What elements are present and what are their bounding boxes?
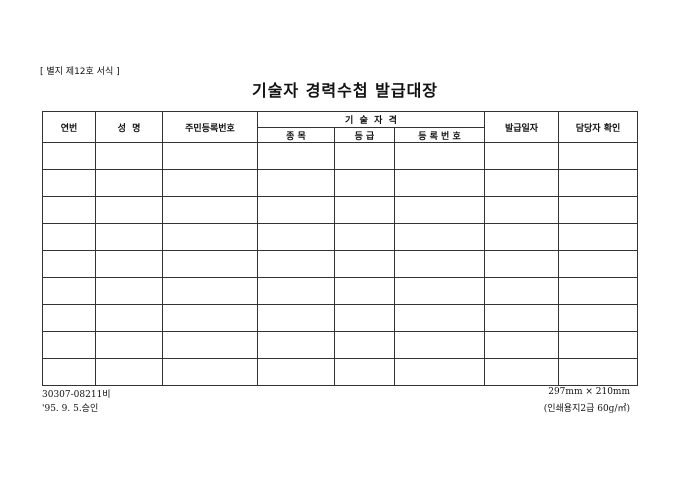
- table-cell[interactable]: [334, 358, 395, 386]
- table-cell[interactable]: [257, 196, 335, 224]
- form-code: 30307-08211비: [42, 390, 111, 400]
- table-row: [42, 196, 638, 224]
- table-row: [42, 223, 638, 251]
- table-cell[interactable]: [42, 304, 96, 332]
- table-cell[interactable]: [484, 304, 559, 332]
- table-cell[interactable]: [162, 223, 258, 251]
- table-cell[interactable]: [394, 358, 485, 386]
- table-cell[interactable]: [558, 277, 638, 305]
- table-cell[interactable]: [95, 196, 163, 224]
- table-cell[interactable]: [42, 277, 96, 305]
- table-cell[interactable]: [394, 196, 485, 224]
- table-cell[interactable]: [558, 250, 638, 278]
- table-row: [42, 277, 638, 305]
- table-cell[interactable]: [42, 358, 96, 386]
- table-cell[interactable]: [334, 223, 395, 251]
- header-field: 종 목: [257, 127, 335, 143]
- table-row: [42, 304, 638, 332]
- table-cell[interactable]: [484, 223, 559, 251]
- header-no: 연번: [42, 111, 96, 143]
- table-cell[interactable]: [484, 169, 559, 197]
- table-cell[interactable]: [394, 304, 485, 332]
- table-row: [42, 358, 638, 386]
- table-cell[interactable]: [394, 250, 485, 278]
- table-cell[interactable]: [484, 196, 559, 224]
- table-cell[interactable]: [558, 223, 638, 251]
- table-cell[interactable]: [394, 142, 485, 170]
- table-cell[interactable]: [334, 250, 395, 278]
- table-cell[interactable]: [558, 196, 638, 224]
- table-cell[interactable]: [334, 304, 395, 332]
- table-cell[interactable]: [257, 223, 335, 251]
- table-cell[interactable]: [162, 250, 258, 278]
- header-name: 성 명: [95, 111, 163, 143]
- header-grade: 등 급: [334, 127, 395, 143]
- page-title: 기술자 경력수첩 발급대장: [251, 81, 439, 100]
- header-reg-no: 등 록 번 호: [394, 127, 485, 143]
- table-cell[interactable]: [162, 169, 258, 197]
- table-cell[interactable]: [162, 358, 258, 386]
- header-qualification: 기 술 자 격: [257, 111, 485, 128]
- paper-spec: (인쇄용지2급 60g/㎡): [543, 404, 630, 414]
- table-cell[interactable]: [484, 142, 559, 170]
- table-cell[interactable]: [42, 196, 96, 224]
- table-cell[interactable]: [484, 250, 559, 278]
- table-row: [42, 331, 638, 359]
- table-cell[interactable]: [162, 196, 258, 224]
- table-cell[interactable]: [257, 250, 335, 278]
- table-row: [42, 169, 638, 197]
- header-resident-no: 주민등록번호: [162, 111, 258, 143]
- header-issue-date: 발급일자: [484, 111, 559, 143]
- table-cell[interactable]: [394, 169, 485, 197]
- table-cell[interactable]: [42, 169, 96, 197]
- table-cell[interactable]: [334, 277, 395, 305]
- table-cell[interactable]: [162, 304, 258, 332]
- table-cell[interactable]: [257, 331, 335, 359]
- table-cell[interactable]: [95, 169, 163, 197]
- approval-date: '95. 9. 5.승인: [42, 404, 99, 414]
- table-row: [42, 250, 638, 278]
- table-row: [42, 142, 638, 170]
- table-cell[interactable]: [42, 250, 96, 278]
- form-label: [ 별지 제12호 서식 ]: [40, 67, 120, 77]
- table-cell[interactable]: [257, 142, 335, 170]
- paper-size: 297mm × 210mm: [548, 387, 630, 397]
- table-cell[interactable]: [484, 331, 559, 359]
- table-cell[interactable]: [334, 331, 395, 359]
- table-cell[interactable]: [257, 169, 335, 197]
- table-cell[interactable]: [257, 277, 335, 305]
- table-cell[interactable]: [257, 358, 335, 386]
- table-cell[interactable]: [95, 142, 163, 170]
- table-cell[interactable]: [394, 223, 485, 251]
- table-cell[interactable]: [95, 331, 163, 359]
- table-cell[interactable]: [558, 304, 638, 332]
- table-cell[interactable]: [558, 358, 638, 386]
- table-cell[interactable]: [42, 223, 96, 251]
- table-cell[interactable]: [334, 142, 395, 170]
- registry-table: 연번 성 명 주민등록번호 기 술 자 격 발급일자 담당자 확인 종 목 등 …: [42, 111, 638, 386]
- table-cell[interactable]: [95, 250, 163, 278]
- table-cell[interactable]: [95, 304, 163, 332]
- table-cell[interactable]: [394, 277, 485, 305]
- header-officer: 담당자 확인: [558, 111, 638, 143]
- table-cell[interactable]: [162, 331, 258, 359]
- table-cell[interactable]: [42, 142, 96, 170]
- table-cell[interactable]: [162, 277, 258, 305]
- table-cell[interactable]: [334, 196, 395, 224]
- table-cell[interactable]: [95, 358, 163, 386]
- table-cell[interactable]: [558, 169, 638, 197]
- table-cell[interactable]: [95, 223, 163, 251]
- table-cell[interactable]: [334, 169, 395, 197]
- table-cell[interactable]: [558, 142, 638, 170]
- table-cell[interactable]: [95, 277, 163, 305]
- table-cell[interactable]: [394, 331, 485, 359]
- table-cell[interactable]: [484, 358, 559, 386]
- table-cell[interactable]: [484, 277, 559, 305]
- table-cell[interactable]: [42, 331, 96, 359]
- table-cell[interactable]: [558, 331, 638, 359]
- table-cell[interactable]: [162, 142, 258, 170]
- table-cell[interactable]: [257, 304, 335, 332]
